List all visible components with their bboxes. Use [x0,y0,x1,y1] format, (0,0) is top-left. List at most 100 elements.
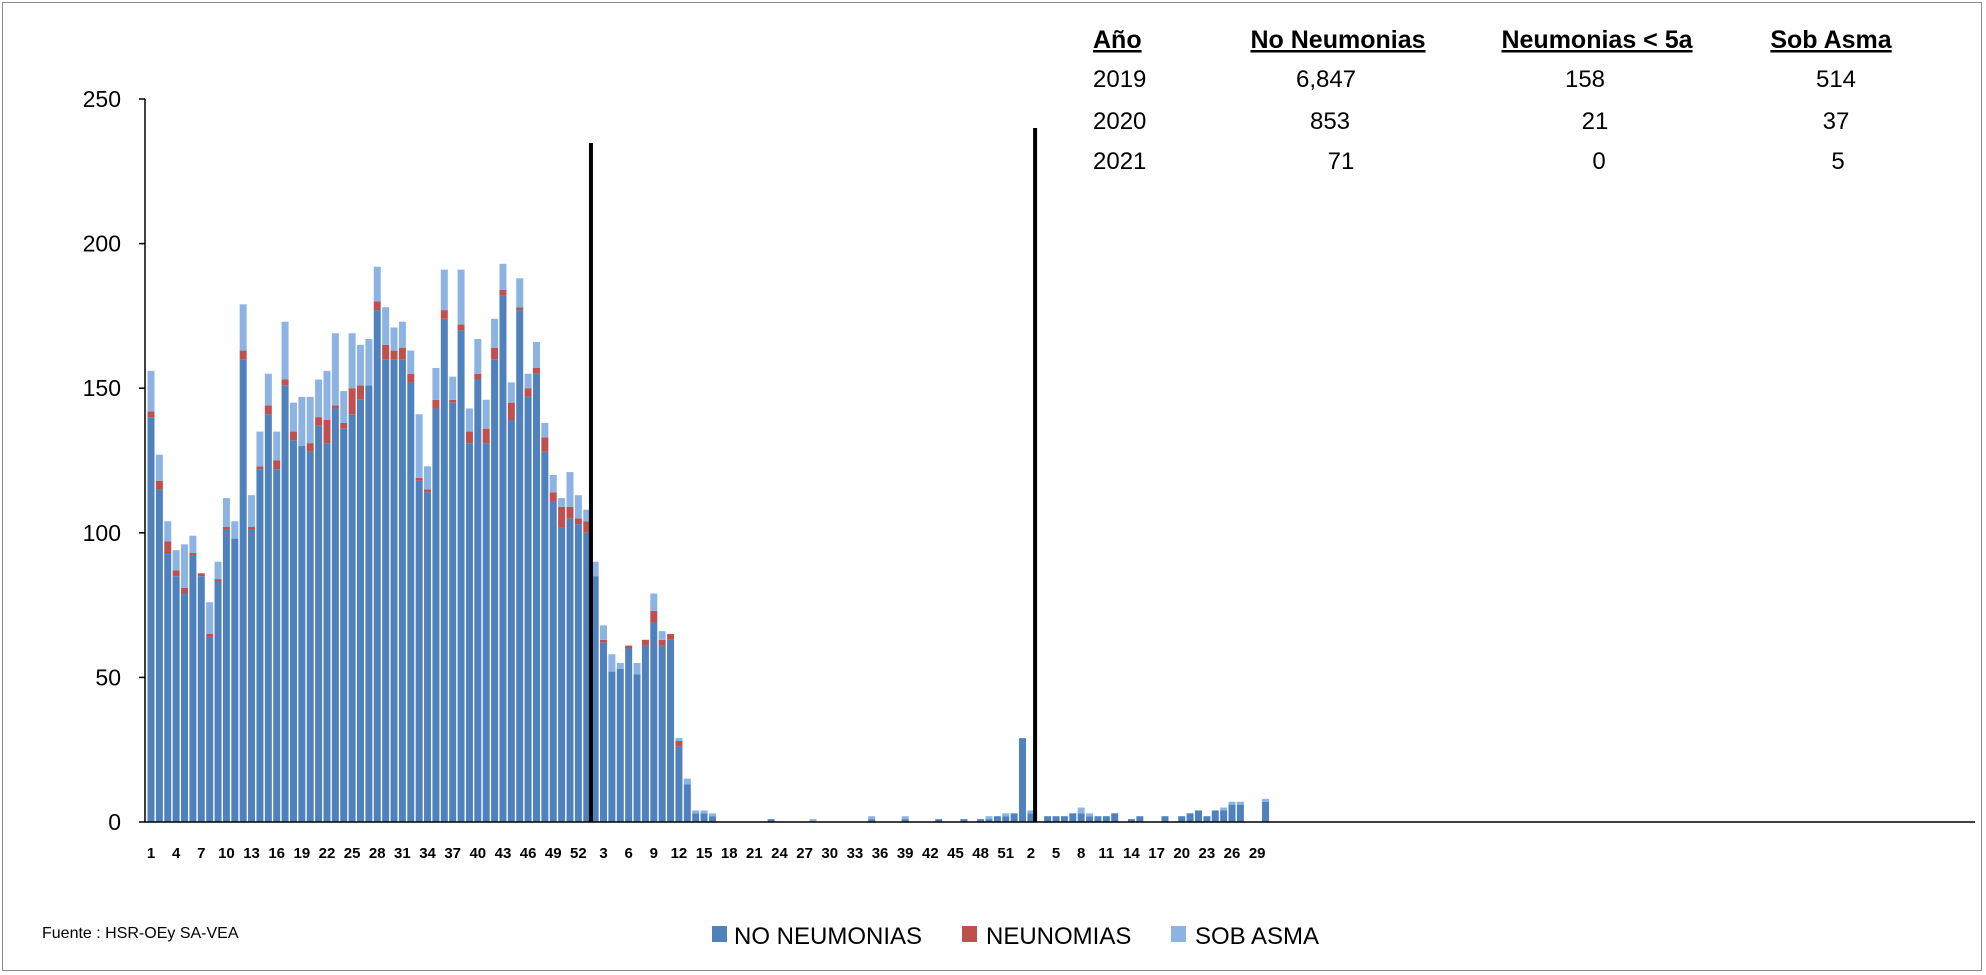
bar-no-neumonias [281,385,289,822]
bar-no-neumonias [390,359,398,822]
x-tick-label: 36 [872,845,889,862]
bar-sob-asma [281,321,289,380]
bar-sob-asma [164,521,172,542]
bar-neumonias [549,492,557,501]
bar-no-neumonias [331,408,339,822]
bar-no-neumonias [256,469,264,822]
bar-sob-asma [432,367,440,400]
bar-sob-asma [1236,801,1244,805]
x-tick-label: 4 [172,845,181,862]
y-tick-label: 50 [95,664,121,690]
bar-sob-asma [901,816,909,820]
bar-no-neumonias [1161,816,1169,822]
x-tick-label: 24 [771,845,788,862]
bar-no-neumonias [675,746,683,822]
bar-no-neumonias [591,576,599,822]
x-tick-label: 46 [520,845,537,862]
bar-neumonias [155,480,163,490]
bar-no-neumonias [1228,804,1236,822]
bar-sob-asma [1077,807,1085,814]
bar-no-neumonias [315,425,323,822]
bar-neumonias [675,741,683,747]
bar-neumonias [239,350,247,360]
bar-no-neumonias [189,555,197,822]
x-tick-label: 31 [394,845,411,862]
bar-no-neumonias [1111,813,1119,822]
bar-no-neumonias [507,420,515,822]
bar-neumonias [206,634,214,637]
bar-sob-asma [457,269,465,325]
bar-no-neumonias [482,443,490,822]
bar-sob-asma [1262,798,1270,802]
bar-neumonias [172,570,180,577]
bar-no-neumonias [449,402,457,822]
bar-no-neumonias [340,428,348,822]
bar-sob-asma [683,778,691,785]
x-tick-label: 14 [1123,845,1140,862]
bar-no-neumonias [172,576,180,822]
bar-no-neumonias [524,396,532,822]
bar-neumonias [424,489,432,493]
bar-no-neumonias [491,359,499,822]
bar-neumonias [566,506,574,519]
x-tick-label: 20 [1173,845,1190,862]
bar-sob-asma [499,263,507,290]
bar-neumonias [357,385,364,400]
source-note: Fuente : HSR-OEy SA-VEA [42,925,239,942]
bar-neumonias [558,506,566,528]
summary-table: Año No Neumonias Neumonias < 5a Sob Asma… [1093,26,1893,175]
bar-no-neumonias [650,622,658,822]
legend: NO NEUMONIAS NEUNOMIAS SOB ASMA [712,923,1319,950]
bar-no-neumonias [289,440,297,822]
bar-sob-asma [600,625,608,640]
bar-no-neumonias [1178,816,1186,822]
bar-no-neumonias [566,518,574,822]
table-cell-year: 2019 [1093,66,1146,93]
bar-no-neumonias [641,645,649,822]
bar-no-neumonias [424,492,432,822]
bar-no-neumonias [206,636,214,822]
bar-no-neumonias [197,576,205,822]
bar-no-neumonias [222,529,230,822]
bar-no-neumonias [633,674,641,822]
bar-neumonias [574,518,582,525]
x-axis-ticks: 1 4 7 10 13 16 19 22 25 28 31 34 37 40 43 46 49 52 3 6 9 12 15… [147,845,1266,862]
x-tick-label: 48 [972,845,989,862]
bar-sob-asma [222,498,230,528]
x-tick-label: 34 [419,845,436,862]
bar-sob-asma [868,816,876,820]
bar-no-neumonias [214,581,222,822]
bar-neumonias [440,310,448,319]
bar-no-neumonias [348,414,356,822]
bar-neumonias [658,639,666,646]
bar-neumonias [398,347,406,360]
legend-swatch-neunomias [962,926,977,942]
bar-neumonias [541,437,549,452]
bar-neumonias [264,405,272,415]
bar-no-neumonias [1211,810,1219,822]
bar-neumonias [532,367,540,374]
bar-neumonias [382,344,390,360]
x-tick-label: 27 [796,845,813,862]
bar-sob-asma [340,391,348,423]
x-tick-label: 11 [1098,845,1114,862]
bar-sob-asma [239,304,247,351]
bar-neumonias [524,388,532,397]
bar-sob-asma [516,278,524,308]
bar-sob-asma [348,333,356,389]
bar-no-neumonias [993,816,1001,822]
bar-no-neumonias [264,414,272,822]
table-header-year: Año [1093,26,1142,54]
bar-sob-asma [549,474,557,493]
bar-no-neumonias [616,668,624,822]
legend-swatch-no-neumonias [712,926,727,942]
bar-neumonias [507,402,515,421]
bar-no-neumonias [239,359,247,822]
bar-no-neumonias [901,819,909,822]
bar-neumonias [491,347,499,360]
bar-neumonias [323,420,331,444]
bar-no-neumonias [1094,816,1102,822]
bar-neumonias [189,553,197,556]
bar-no-neumonias [935,819,943,822]
